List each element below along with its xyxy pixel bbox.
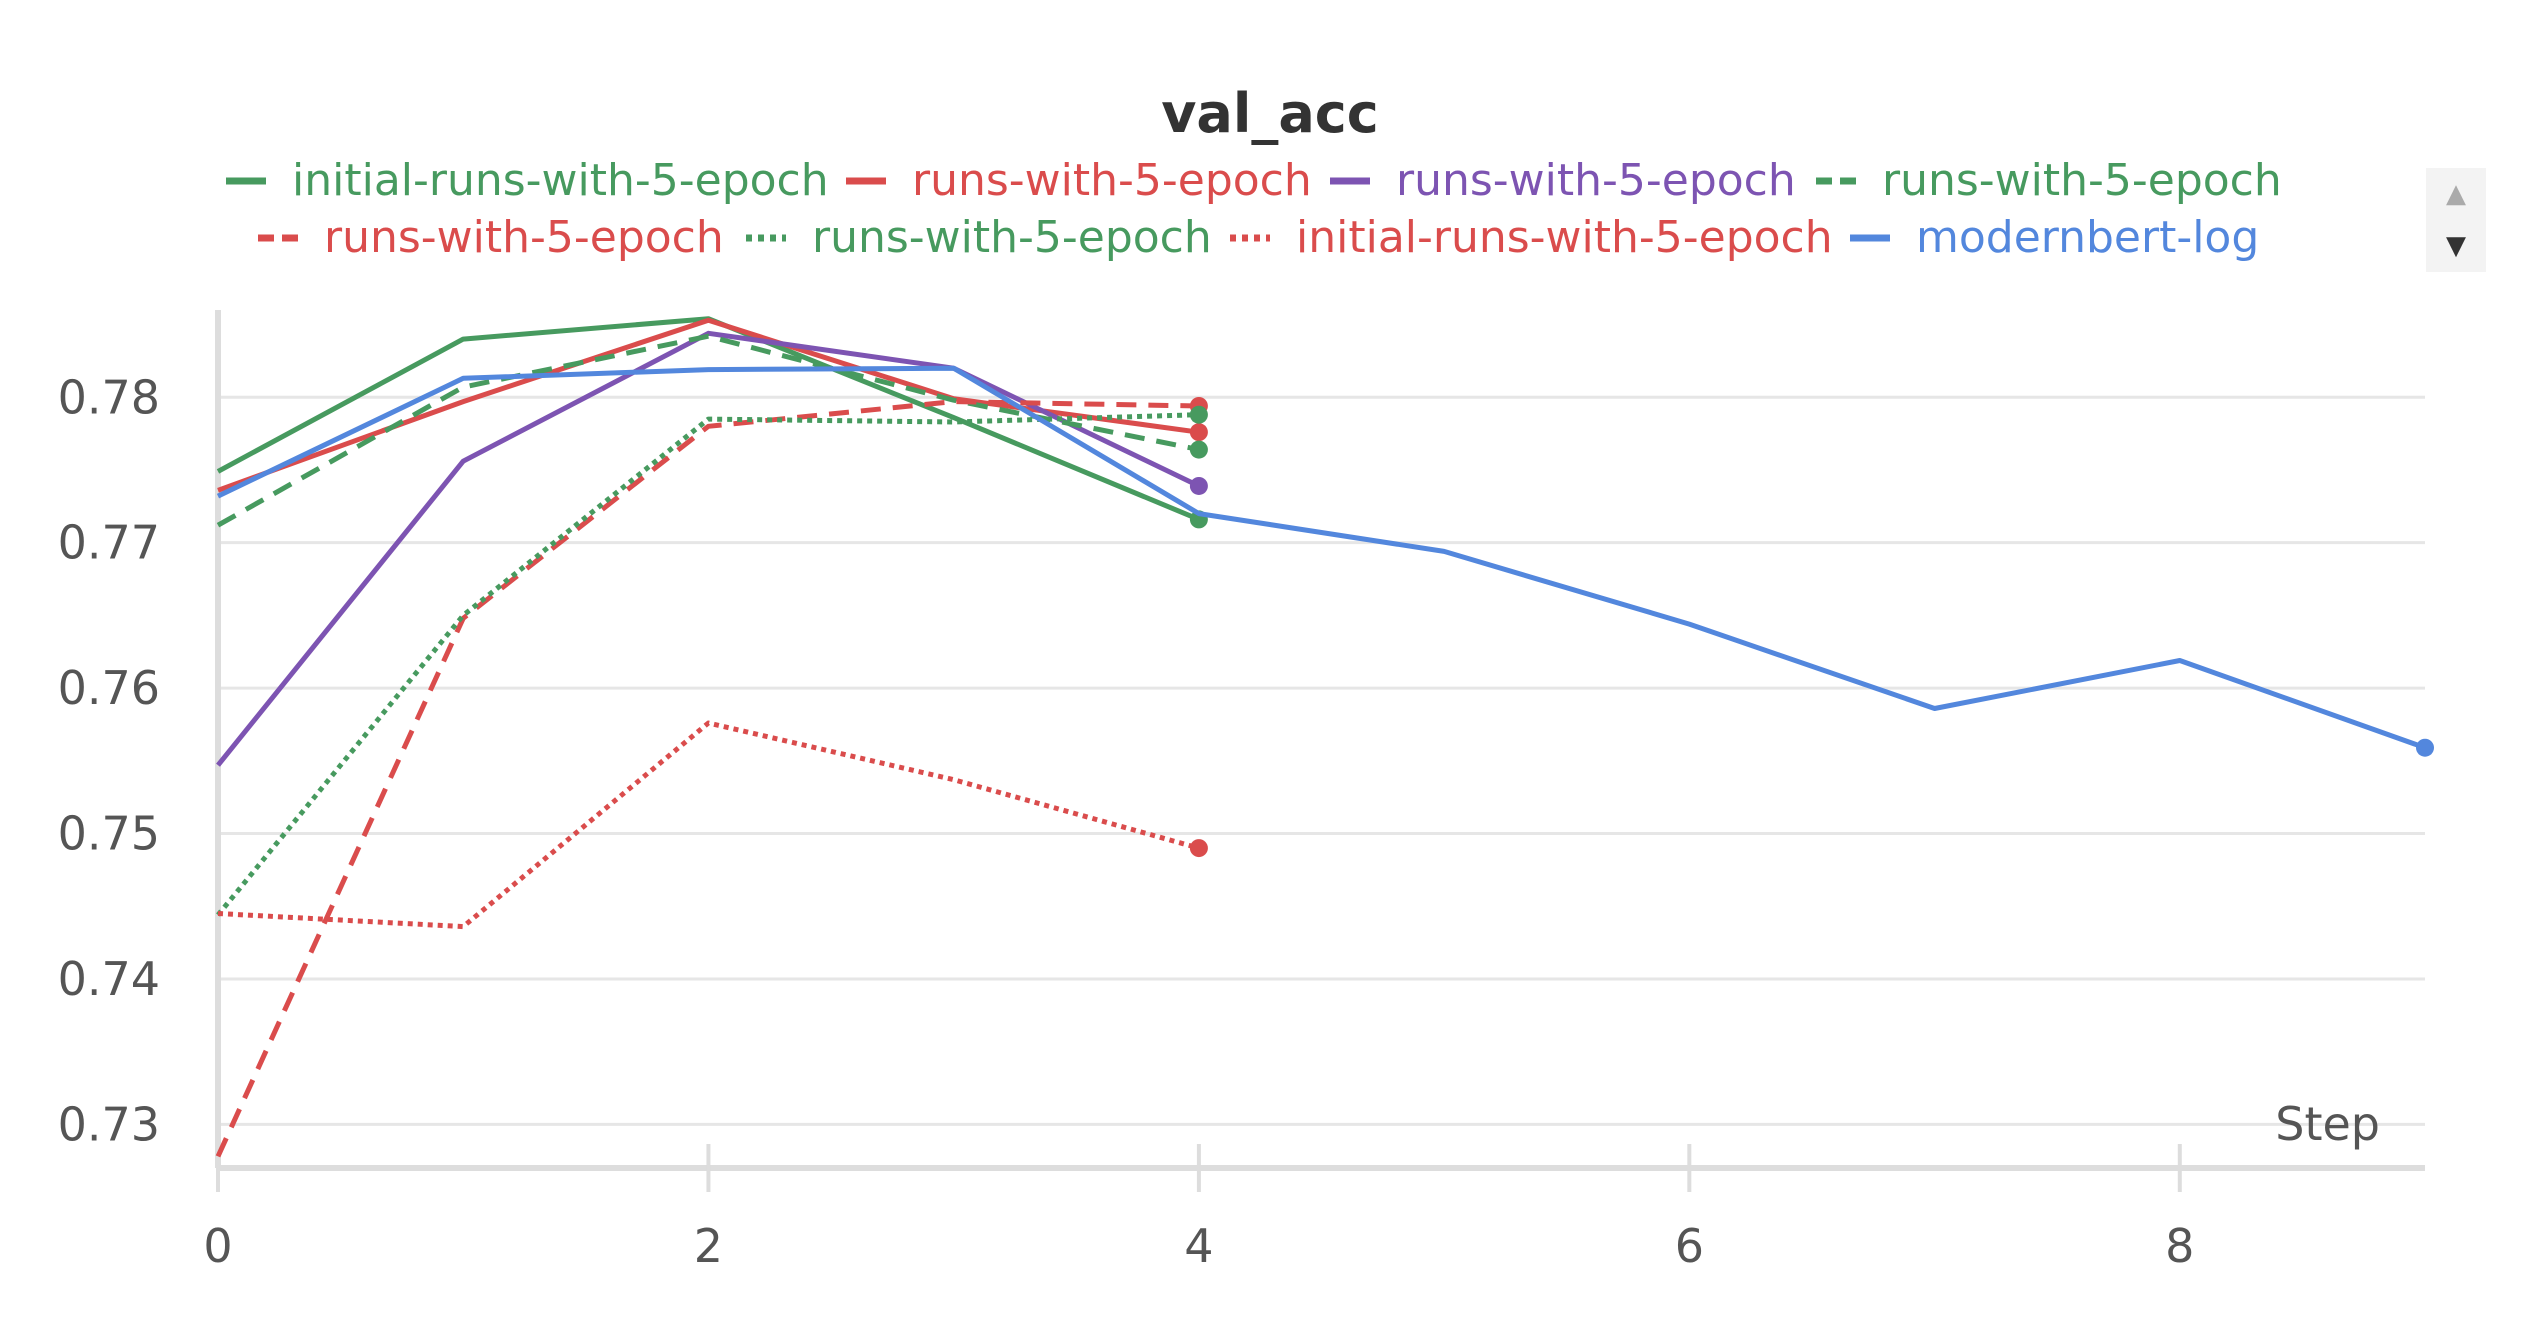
- series-end-point: [1189, 405, 1208, 424]
- series-line: [216, 412, 1199, 917]
- legend-item[interactable]: modernbert-log: [1850, 212, 2259, 263]
- series-end-point: [1189, 839, 1208, 858]
- legend-item[interactable]: initial-runs-with-5-epoch: [1230, 212, 1833, 263]
- series-line: [216, 330, 1200, 767]
- series-end-point: [2416, 738, 2434, 757]
- x-tick-label: 2: [694, 1219, 723, 1273]
- legend-scroll-control[interactable]: ▲ ▼: [2426, 168, 2486, 272]
- x-tick-label: 0: [203, 1219, 232, 1273]
- chart-axes: 0.73 0.74 0.75 0.76 0.77 0.78 0 2 4 6 8: [58, 310, 2425, 1273]
- series-runs-with-5-epoch: [215, 396, 1208, 1158]
- series-end-point: [1189, 476, 1208, 495]
- chart-title: val_acc: [1161, 82, 1379, 145]
- y-tick-label: 0.78: [58, 370, 160, 424]
- y-tick-label: 0.73: [58, 1097, 160, 1151]
- legend-label: initial-runs-with-5-epoch: [292, 155, 829, 206]
- y-tick-label: 0.77: [58, 516, 160, 570]
- series-line: [217, 317, 1200, 493]
- legend-item[interactable]: initial-runs-with-5-epoch: [226, 155, 829, 206]
- legend-item[interactable]: runs-with-5-epoch: [1330, 155, 1796, 206]
- triangle-down-icon[interactable]: ▼: [2446, 231, 2466, 261]
- series-line: [215, 399, 1199, 1158]
- legend-label: runs-with-5-epoch: [912, 155, 1312, 206]
- legend-item[interactable]: runs-with-5-epoch: [258, 212, 724, 263]
- y-tick-label: 0.74: [58, 952, 160, 1006]
- x-tick-label: 4: [1184, 1219, 1213, 1273]
- series-end-point: [1189, 423, 1208, 442]
- y-tick-label: 0.75: [58, 807, 160, 861]
- legend-label: runs-with-5-epoch: [1882, 155, 2282, 206]
- series-runs-with-5-epoch: [216, 330, 1208, 767]
- chart-legend: initial-runs-with-5-epoch runs-with-5-epo…: [226, 155, 2282, 263]
- legend-item[interactable]: runs-with-5-epoch: [746, 212, 1212, 263]
- series-runs-with-5-epoch: [216, 405, 1208, 917]
- series-modernbert-log: [216, 365, 2434, 757]
- x-tick-label: 6: [1675, 1219, 1704, 1273]
- triangle-up-icon[interactable]: ▲: [2446, 179, 2466, 209]
- chart-series: [215, 316, 2434, 1158]
- legend-label: runs-with-5-epoch: [1396, 155, 1796, 206]
- chart-grid: [218, 395, 2425, 1126]
- series-line: [217, 720, 1200, 930]
- legend-label: initial-runs-with-5-epoch: [1296, 212, 1833, 263]
- series-end-point: [1189, 440, 1208, 459]
- series-initial-runs-with-5-epoch: [217, 720, 1208, 930]
- series-line: [216, 365, 2426, 751]
- series-line: [216, 333, 1200, 528]
- x-tick-label: 8: [2165, 1219, 2194, 1273]
- y-tick-label: 0.76: [58, 661, 160, 715]
- x-axis-label: Step: [2275, 1097, 2380, 1151]
- legend-label: runs-with-5-epoch: [812, 212, 1212, 263]
- legend-label: runs-with-5-epoch: [324, 212, 724, 263]
- legend-item[interactable]: runs-with-5-epoch: [1816, 155, 2282, 206]
- legend-item[interactable]: runs-with-5-epoch: [846, 155, 1312, 206]
- legend-label: modernbert-log: [1916, 212, 2259, 263]
